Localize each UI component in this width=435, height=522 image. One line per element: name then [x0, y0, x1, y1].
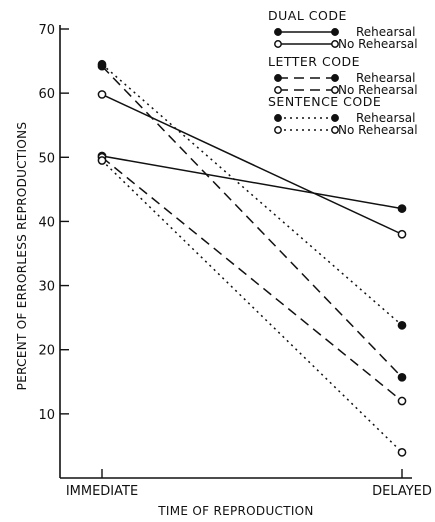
y-tick-label: 20: [38, 344, 55, 359]
legend-marker: [331, 40, 339, 48]
data-point: [397, 320, 407, 330]
y-tick-label: 50: [38, 151, 55, 166]
series-line: [101, 63, 403, 326]
legend-marker: [274, 86, 282, 94]
legend-marker: [331, 74, 339, 82]
series-line: [101, 65, 403, 378]
series-dual-code-rehearsal: [97, 151, 407, 213]
data-point: [397, 447, 407, 457]
series-sentence-code-no-rehearsal: [97, 156, 407, 457]
x-axis-title: TIME OF REPRODUCTION: [157, 504, 313, 518]
series-letter-code-no-rehearsal: [97, 152, 407, 406]
legend-marker: [274, 126, 282, 134]
y-tick-label: 30: [38, 280, 55, 295]
legend-marker: [331, 28, 339, 36]
data-point: [397, 204, 407, 213]
x-tick-label: DELAYED: [372, 484, 432, 499]
y-tick-label: 60: [38, 87, 55, 102]
x-ticks: IMMEDIATE DELAYED: [66, 469, 432, 499]
y-tick-label: 10: [38, 408, 55, 423]
legend-item-label: Rehearsal: [356, 71, 415, 85]
legend-item-label: No Rehearsal: [338, 37, 418, 51]
y-axis-title: PERCENT OF ERRORLESS REPRODUCTIONS: [15, 122, 29, 391]
series-line: [101, 156, 403, 402]
legend-item-label: No Rehearsal: [338, 83, 418, 97]
legend-marker: [274, 40, 282, 48]
series-layer: [97, 59, 407, 457]
y-tick-label: 70: [38, 23, 55, 38]
legend-marker: [331, 86, 339, 94]
legend-marker: [274, 28, 282, 36]
data-point: [397, 229, 407, 239]
legend-item-label: No Rehearsal: [338, 123, 418, 137]
y-tick-label: 40: [38, 215, 55, 230]
legend-marker: [331, 114, 339, 122]
data-point: [397, 396, 407, 406]
legend-group-title: LETTER CODE: [268, 54, 360, 69]
legend-marker: [274, 114, 282, 122]
series-sentence-code-rehearsal: [97, 59, 407, 330]
series-line: [101, 155, 403, 210]
legend-marker: [331, 126, 339, 134]
legend-marker: [274, 74, 282, 82]
data-point: [97, 156, 107, 165]
data-point: [97, 90, 107, 99]
series-line: [101, 159, 403, 453]
legend-item-label: Rehearsal: [356, 111, 415, 125]
y-ticks: 10 20 30 40 50 60 70: [38, 23, 69, 423]
data-point: [97, 59, 107, 69]
legend-group-title: SENTENCE CODE: [268, 94, 381, 109]
legend-group-title: DUAL CODE: [268, 8, 347, 23]
data-point: [397, 372, 407, 382]
legend-item-label: Rehearsal: [356, 25, 415, 39]
x-tick-label: IMMEDIATE: [66, 484, 138, 499]
